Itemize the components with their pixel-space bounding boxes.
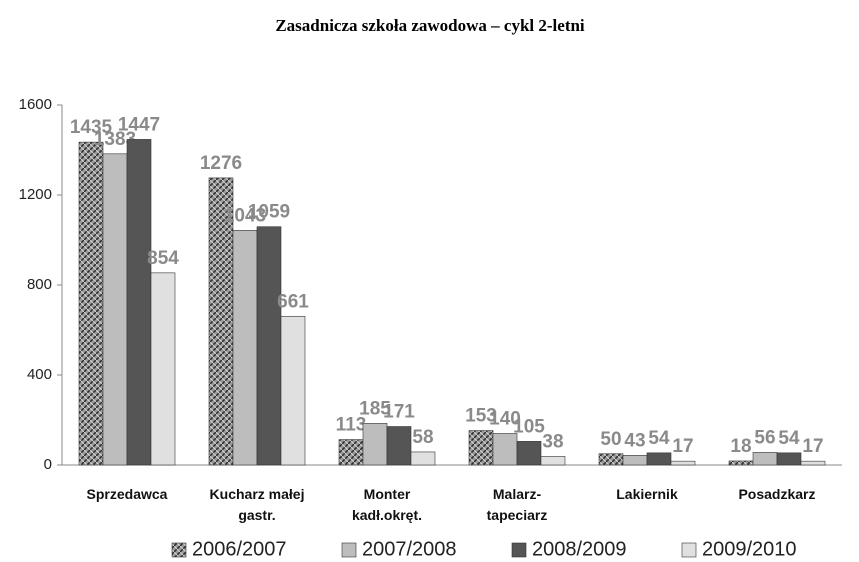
- data-label: 1059: [248, 202, 290, 223]
- bar: [468, 430, 494, 466]
- y-tick-label: 400: [27, 366, 52, 383]
- data-label: 153: [465, 406, 497, 427]
- data-label: 1383: [94, 129, 136, 150]
- bar: [256, 226, 282, 466]
- data-label: 17: [802, 436, 823, 457]
- legend-swatch: [511, 542, 527, 558]
- x-tick-label: Posadzkarz: [738, 486, 815, 502]
- bar: [776, 452, 802, 466]
- bar: [670, 460, 696, 466]
- legend-label: 2009/2010: [702, 538, 797, 560]
- bar: [232, 230, 258, 466]
- bar: [410, 451, 436, 466]
- data-label: 105: [513, 416, 545, 437]
- data-label: 54: [778, 428, 800, 449]
- data-label: 1435: [70, 117, 113, 138]
- legend-swatch: [171, 542, 187, 558]
- bar: [362, 423, 388, 466]
- data-label: 56: [754, 427, 775, 448]
- data-label: 854: [147, 248, 179, 269]
- data-label: 50: [600, 429, 621, 450]
- bar: [646, 452, 672, 466]
- legend-label: 2007/2008: [362, 538, 457, 560]
- bar: [598, 453, 624, 466]
- data-label: 113: [336, 415, 367, 436]
- data-label: 1447: [118, 114, 160, 135]
- bar: [126, 139, 152, 466]
- legend-label: 2006/2007: [192, 538, 287, 560]
- x-tick-label: Monter kadł.okręt.: [352, 486, 422, 523]
- bar: [752, 452, 778, 466]
- data-label: 1276: [200, 153, 242, 174]
- x-tick-label: Lakiernik: [616, 486, 678, 502]
- data-label: 18: [730, 436, 751, 457]
- data-label: 171: [383, 402, 415, 423]
- data-label: 54: [648, 428, 670, 449]
- bar: [516, 441, 542, 466]
- data-label: 1043: [224, 205, 266, 226]
- data-label: 17: [672, 436, 693, 457]
- bar: [338, 439, 364, 466]
- y-tick-label: 0: [44, 456, 52, 473]
- bar: [622, 455, 648, 466]
- bar: [280, 315, 306, 466]
- legend-label: 2008/2009: [532, 538, 627, 560]
- bar: [150, 272, 176, 466]
- legend-swatch: [681, 542, 697, 558]
- data-label: 185: [359, 398, 391, 419]
- bar: [78, 141, 104, 466]
- bar: [386, 426, 412, 466]
- bar: [492, 433, 518, 466]
- data-label: 661: [277, 291, 309, 312]
- bar: [728, 460, 754, 466]
- bar: [540, 456, 566, 466]
- y-tick-label: 1200: [19, 186, 52, 203]
- x-tick-label: Kucharz małej gastr.: [210, 486, 305, 523]
- x-tick-label: Sprzedawca: [87, 486, 168, 502]
- legend-swatch: [341, 542, 357, 558]
- data-label: 38: [542, 431, 563, 452]
- y-tick-label: 800: [27, 276, 52, 293]
- bar: [800, 460, 826, 466]
- bar: [102, 153, 128, 466]
- x-tick-label: Malarz-tapeciarz: [487, 486, 548, 523]
- chart-title: Zasadnicza szkoła zawodowa – cykl 2-letn…: [275, 16, 585, 35]
- data-label: 140: [489, 409, 521, 430]
- data-label: 58: [412, 427, 433, 448]
- y-tick-label: 1600: [19, 96, 52, 113]
- data-label: 43: [624, 430, 645, 451]
